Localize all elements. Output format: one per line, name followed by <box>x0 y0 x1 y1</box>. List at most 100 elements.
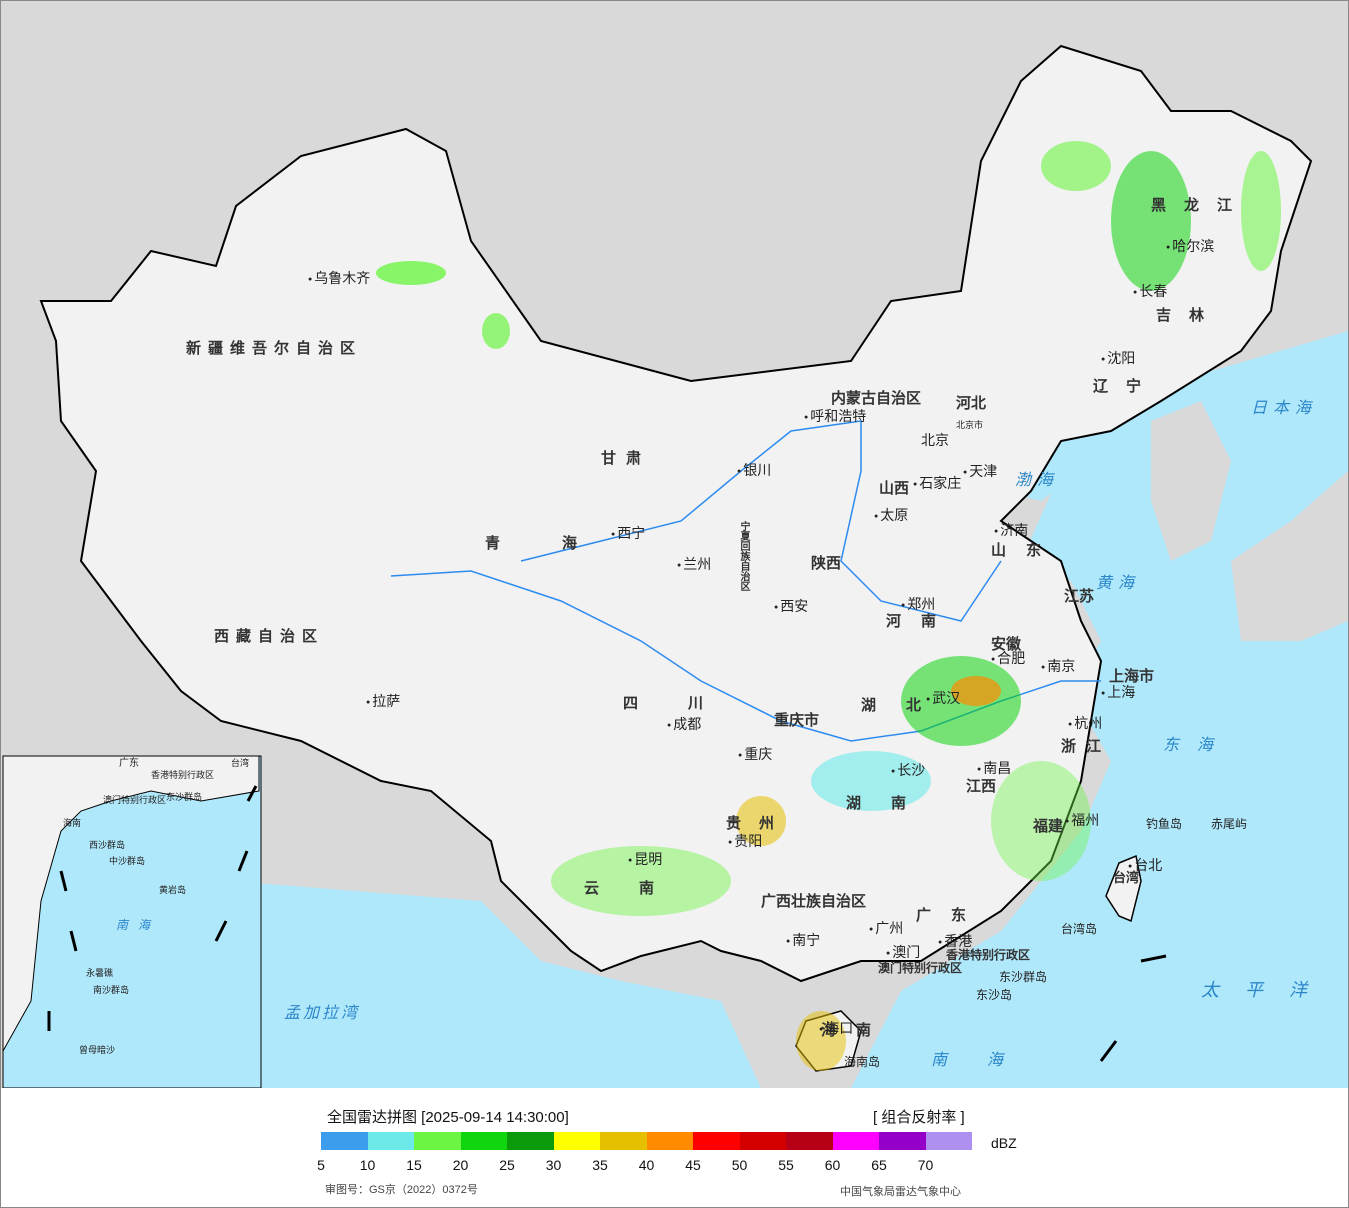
island-label: 海南岛 <box>844 1055 881 1069</box>
city-label: 长沙 <box>891 763 925 777</box>
city-label: 太原 <box>874 508 908 522</box>
inset-label: 西沙群岛 <box>89 840 126 850</box>
sea-label: 南海 <box>931 1052 1044 1069</box>
province-label: 福建 <box>1033 818 1064 835</box>
tick-label: 70 <box>917 1157 934 1173</box>
city-label: 天津 <box>963 464 997 478</box>
tick-label: 20 <box>452 1157 469 1173</box>
province-label: 湖南 <box>846 795 937 812</box>
city-label: 南宁 <box>786 933 820 947</box>
province-label: 江西 <box>966 778 997 795</box>
province-label: 安徽 <box>991 636 1022 653</box>
city-label: 哈尔滨 <box>1166 239 1214 253</box>
tick-label: 30 <box>545 1157 562 1173</box>
city-label: 杭州 <box>1068 716 1102 730</box>
island-label: 东沙群岛 <box>999 970 1048 984</box>
color-swatch <box>367 1132 414 1150</box>
city-label: 海口 <box>819 1021 853 1035</box>
province-label: 上海市 <box>1109 668 1155 685</box>
sea-label: 黄海 <box>1096 575 1141 592</box>
color-scale <box>321 1132 972 1150</box>
color-swatch <box>600 1132 647 1150</box>
color-swatch <box>507 1132 554 1150</box>
city-label: 拉萨 <box>366 694 400 708</box>
province-label: 广东 <box>916 907 987 924</box>
city-label: 香港 <box>938 934 972 948</box>
city-label: 兰州 <box>677 557 711 571</box>
taiwan-island <box>1105 854 1142 923</box>
tick-label: 65 <box>871 1157 887 1173</box>
province-label: 辽宁 <box>1093 378 1160 395</box>
city-label: 西安 <box>774 599 808 613</box>
color-swatch <box>414 1132 461 1150</box>
tick-label: 5 <box>317 1157 325 1173</box>
province-label: 新疆维吾尔自治区 <box>186 340 363 357</box>
city-label: 重庆 <box>738 747 772 761</box>
inset-label: 南沙群岛 <box>93 985 130 995</box>
color-swatch <box>786 1132 833 1150</box>
color-swatch <box>460 1132 507 1150</box>
color-swatch <box>879 1132 926 1150</box>
product-label: [ 组合反射率 ] <box>873 1109 965 1126</box>
province-label: 台湾 <box>1113 870 1140 885</box>
korea-land <box>1151 401 1231 561</box>
tick-label: 10 <box>359 1157 376 1173</box>
inset-label: 永暑礁 <box>86 968 114 978</box>
tick-label: 15 <box>406 1157 422 1173</box>
province-label: 澳门特别行政区 <box>878 961 963 975</box>
sea-area-east <box>851 331 1348 1088</box>
city-label: 西宁 <box>611 526 645 540</box>
province-label: 陕西 <box>811 555 842 572</box>
tick-label: 25 <box>499 1157 515 1173</box>
sea-label: 渤海 <box>1015 472 1060 489</box>
tick-label: 60 <box>824 1157 841 1173</box>
city-label: 南昌 <box>977 761 1011 775</box>
nine-dash-line <box>47 785 258 1031</box>
scale-ticks: 5 10 15 20 25 30 35 40 45 50 55 60 65 70 <box>1 1157 1001 1175</box>
province-label: 吉林 <box>1156 307 1223 324</box>
province-label: 广西壮族自治区 <box>761 893 867 910</box>
inset-label: 广东 <box>119 758 139 769</box>
city-label: 上海 <box>1101 685 1135 699</box>
city-label: 南京 <box>1041 659 1075 673</box>
city-label: 银川 <box>737 463 771 477</box>
inset-label: 香港特别行政区 <box>151 770 215 780</box>
city-label: 北京市 <box>956 420 984 430</box>
province-label: 宁夏回族自治区 <box>738 521 749 591</box>
province-label: 香港特别行政区 <box>946 948 1031 962</box>
city-label: 沈阳 <box>1101 351 1135 365</box>
city-label: 长春 <box>1133 284 1167 298</box>
unit-label: dBZ <box>991 1135 1017 1151</box>
approval-number: 审图号：GS京（2022）0372号 <box>325 1184 478 1196</box>
province-label: 贵州 <box>726 815 793 832</box>
yangtze-river <box>390 570 1101 742</box>
inset-label: 海南 <box>63 818 82 828</box>
city-label: 郑州 <box>901 597 935 611</box>
tick-label: 45 <box>685 1157 701 1173</box>
inset-label: 中沙群岛 <box>109 856 146 866</box>
main-dashes <box>1099 954 1167 1062</box>
province-label: 湖北 <box>861 697 952 714</box>
radar-echoes <box>376 141 1281 1071</box>
province-label: 河南 <box>886 613 957 630</box>
province-label: 山西 <box>879 480 910 497</box>
tick-label: 35 <box>592 1157 608 1173</box>
color-swatch <box>553 1132 600 1150</box>
sea-label: 太平洋 <box>1201 980 1333 1000</box>
province-label: 重庆市 <box>774 712 820 729</box>
inset-land <box>2 755 260 1053</box>
city-label: 石家庄 <box>913 476 961 490</box>
legend-panel: 全国雷达拼图 [2025-09-14 14:30:00] [ 组合反射率 ] d… <box>1 1089 1348 1207</box>
island-label: 东沙岛 <box>976 988 1013 1002</box>
color-swatch <box>739 1132 786 1150</box>
tick-label: 50 <box>731 1157 748 1173</box>
city-label: 呼和浩特 <box>804 409 866 423</box>
province-label: 黑龙江 <box>1151 197 1251 214</box>
inset-label: 黄岩岛 <box>159 885 187 895</box>
province-label: 山东 <box>991 542 1062 559</box>
city-label: 贵阳 <box>728 834 762 848</box>
province-label: 西藏自治区 <box>214 628 325 645</box>
inset-label: 澳门特别行政区 <box>103 795 167 805</box>
map-graphics <box>2 44 1348 1088</box>
